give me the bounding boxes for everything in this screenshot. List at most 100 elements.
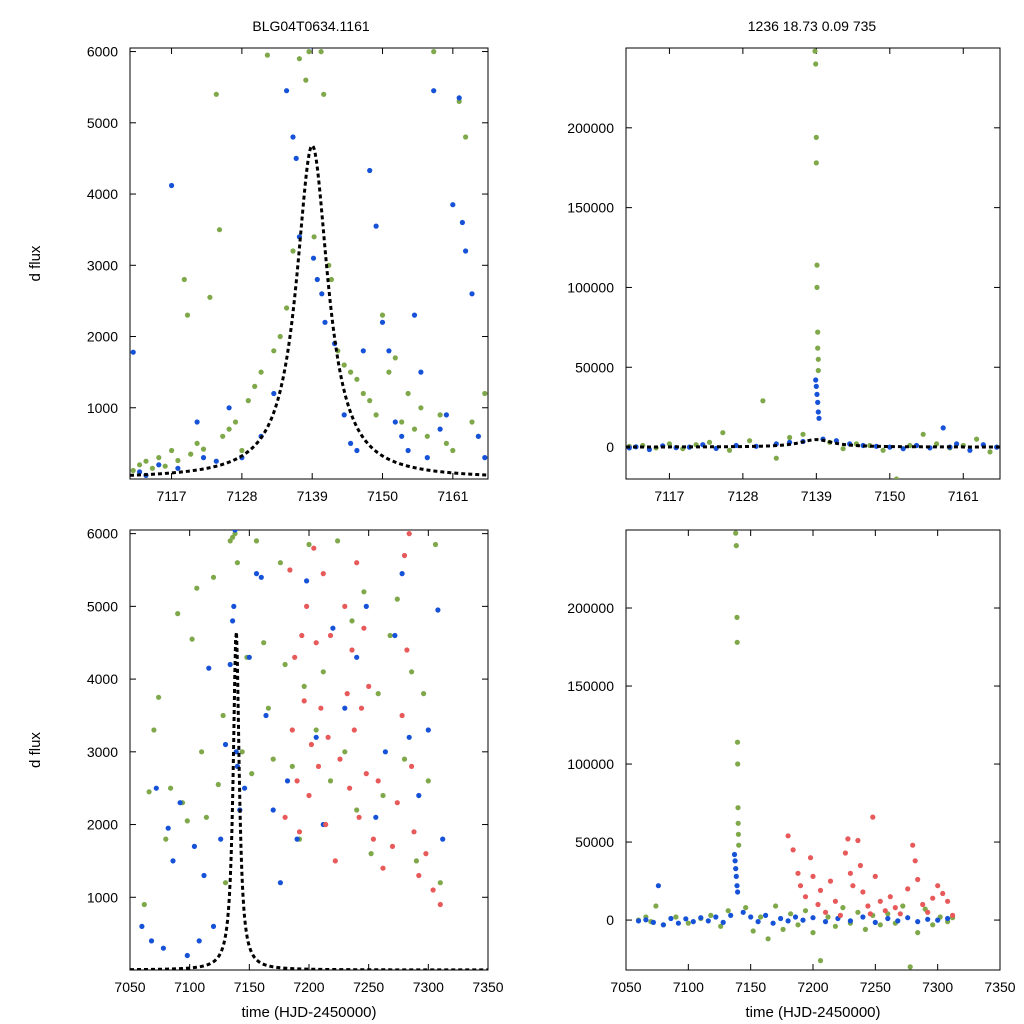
data-point-red bbox=[950, 912, 956, 919]
data-point-red bbox=[375, 778, 381, 784]
data-point-red bbox=[815, 901, 821, 908]
data-point-blue bbox=[905, 915, 911, 921]
data-point-blue bbox=[314, 276, 320, 283]
data-point-green bbox=[313, 727, 319, 733]
data-point-green bbox=[915, 930, 921, 936]
x-tick-label: 7100 bbox=[673, 979, 704, 995]
data-point-green bbox=[418, 405, 424, 411]
data-point-red bbox=[832, 898, 839, 904]
data-point-green bbox=[743, 905, 749, 911]
x-tick-label: 7128 bbox=[226, 488, 257, 504]
data-point-blue bbox=[690, 919, 696, 925]
data-point-blue bbox=[815, 409, 821, 415]
data-point-red bbox=[915, 876, 921, 883]
data-point-green bbox=[900, 903, 906, 909]
data-point-green bbox=[342, 749, 348, 755]
data-point-blue bbox=[284, 778, 291, 784]
data-point-green bbox=[175, 611, 181, 617]
data-point-blue bbox=[813, 383, 819, 389]
data-point-green bbox=[354, 376, 360, 382]
data-point-red bbox=[827, 878, 834, 884]
data-point-green bbox=[194, 585, 200, 591]
data-point-blue bbox=[270, 807, 276, 813]
data-point-red bbox=[299, 632, 305, 639]
data-point-blue bbox=[360, 348, 366, 354]
data-point-red bbox=[351, 727, 357, 733]
data-point-red bbox=[930, 895, 936, 901]
y-tick-label: 1000 bbox=[87, 889, 118, 905]
model-curve bbox=[130, 144, 488, 477]
data-point-blue bbox=[156, 462, 162, 468]
data-point-blue bbox=[373, 223, 379, 229]
data-point-blue bbox=[713, 914, 719, 920]
data-point-red bbox=[292, 654, 298, 660]
y-tick-label: 100000 bbox=[567, 756, 614, 772]
data-point-red bbox=[847, 870, 854, 876]
data-point-blue bbox=[822, 919, 829, 925]
data-point-red bbox=[837, 912, 844, 919]
data-point-blue bbox=[139, 923, 145, 930]
data-point-blue bbox=[191, 843, 197, 850]
x-tick-label: 7050 bbox=[114, 979, 145, 995]
data-point-green bbox=[335, 538, 341, 544]
data-point-green bbox=[387, 632, 393, 639]
data-point-green bbox=[735, 805, 741, 811]
data-point-green bbox=[200, 446, 207, 452]
data-point-red bbox=[315, 763, 322, 770]
data-point-green bbox=[463, 134, 469, 140]
data-point-blue bbox=[392, 632, 398, 639]
data-point-green bbox=[367, 398, 373, 404]
data-point-green bbox=[169, 447, 175, 454]
data-point-red bbox=[313, 640, 319, 646]
data-point-green bbox=[394, 596, 400, 602]
data-point-green bbox=[163, 836, 169, 842]
data-point-red bbox=[358, 705, 365, 711]
y-tick-label: 5000 bbox=[87, 115, 118, 131]
data-point-blue bbox=[175, 465, 181, 471]
data-point-green bbox=[817, 958, 824, 964]
data-point-green bbox=[482, 390, 488, 397]
panel-bottom-right: 7050 7100 7150 7200 7250 7300 7350 0 50000 100000… bbox=[567, 529, 1016, 1021]
data-point-red bbox=[790, 847, 796, 853]
data-point-blue bbox=[734, 883, 740, 889]
data-point-green bbox=[653, 903, 659, 909]
panel-top-left: 7117 7128 7139 7150 7161 1000 2000 3000 4000 5000… bbox=[27, 44, 489, 504]
data-point-green bbox=[907, 964, 913, 970]
data-point-green bbox=[162, 463, 168, 469]
data-point-red bbox=[945, 898, 951, 904]
data-point-green bbox=[437, 880, 443, 886]
data-point-blue bbox=[770, 920, 776, 926]
data-point-blue bbox=[698, 915, 704, 921]
data-point-green bbox=[788, 911, 794, 917]
data-point-green bbox=[226, 426, 232, 432]
x-tick-label: 7128 bbox=[727, 488, 758, 504]
data-point-blue bbox=[411, 312, 418, 318]
data-point-green bbox=[375, 691, 381, 697]
data-point-red bbox=[411, 829, 417, 835]
data-point-green bbox=[306, 541, 312, 548]
y-tick-label: 1000 bbox=[87, 400, 118, 416]
data-point-blue bbox=[230, 618, 236, 624]
data-point-green bbox=[151, 727, 157, 733]
data-point-blue bbox=[733, 866, 739, 872]
data-point-green bbox=[296, 56, 302, 62]
data-point-blue bbox=[643, 917, 649, 923]
data-point-green bbox=[734, 639, 740, 645]
data-point-green bbox=[284, 305, 290, 311]
data-point-blue bbox=[200, 455, 207, 461]
data-point-green bbox=[802, 908, 809, 914]
data-point-green bbox=[815, 356, 821, 362]
data-point-red bbox=[817, 887, 824, 894]
x-tick-label: 7050 bbox=[610, 979, 641, 995]
data-point-red bbox=[342, 603, 348, 610]
data-point-blue bbox=[309, 48, 313, 49]
data-point-blue bbox=[319, 291, 325, 297]
data-point-green bbox=[685, 920, 691, 926]
data-point-blue bbox=[733, 873, 739, 880]
data-point-red bbox=[294, 778, 300, 784]
data-point-blue bbox=[814, 391, 820, 397]
data-point-blue bbox=[354, 447, 360, 454]
data-point-green bbox=[815, 367, 821, 374]
data-point-green bbox=[189, 636, 195, 642]
